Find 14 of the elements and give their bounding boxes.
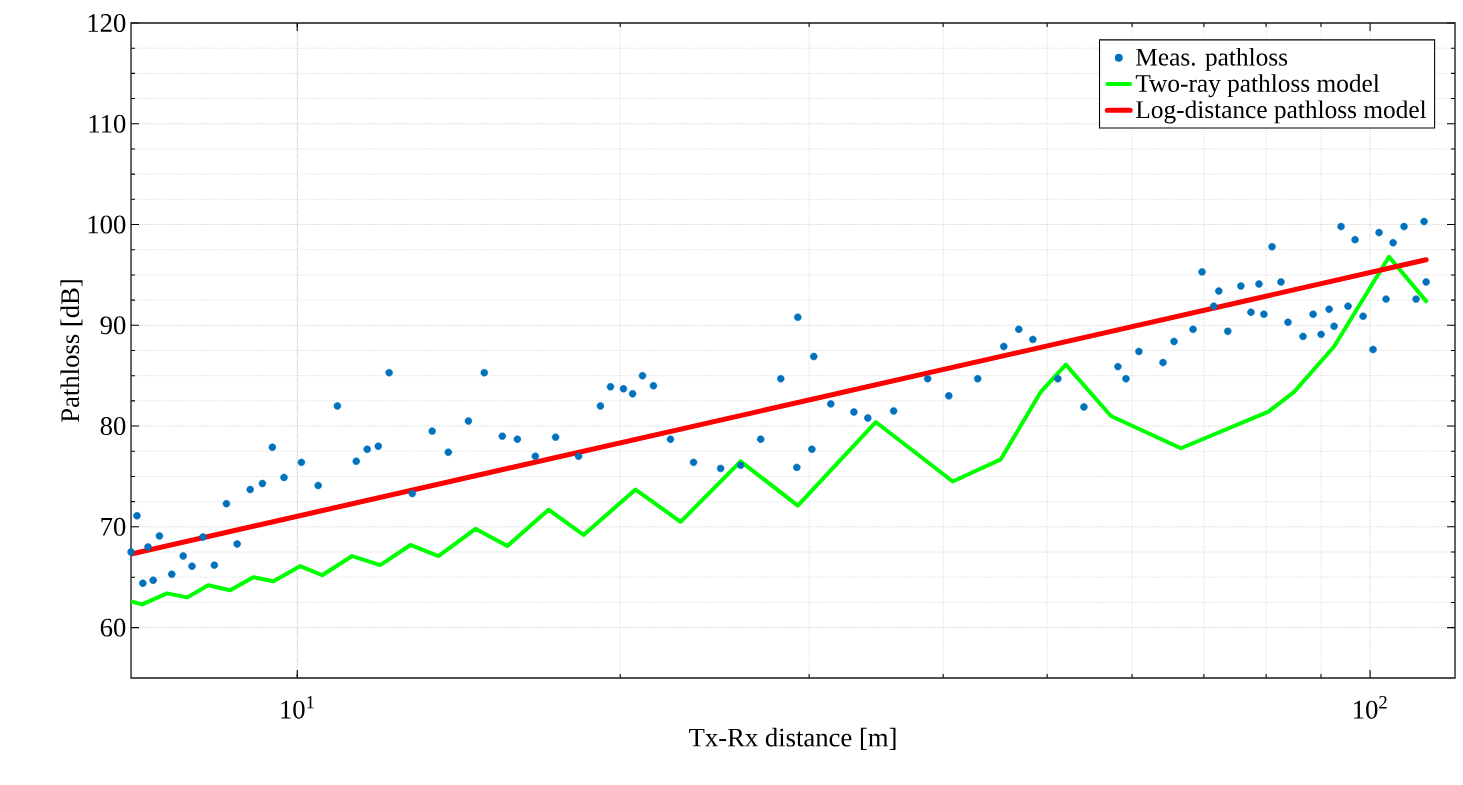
legend-label: Meas. pathloss [1136,47,1288,71]
x-tick-label: 10$^{1}$ [281,696,314,719]
y-tick-label: 70 [101,517,126,536]
y-tick-label: 60 [100,618,126,637]
legend-label: Two-ray pathloss model [1135,74,1380,98]
y-tick-label: 90 [100,316,126,335]
y-tick-label: 110 [89,114,126,133]
x-tick-label: 10$^{2}$ [1354,696,1387,719]
y-tick-label: 120 [88,14,126,32]
y-tick-label: 80 [100,417,126,436]
legend-label: Log-distance pathloss model [1136,100,1427,124]
y-axis-title: Pathloss [dB] [60,280,83,422]
y-tick-label: 100 [88,215,126,234]
x-axis-title: Tx-Rx distance [m] [689,727,896,750]
